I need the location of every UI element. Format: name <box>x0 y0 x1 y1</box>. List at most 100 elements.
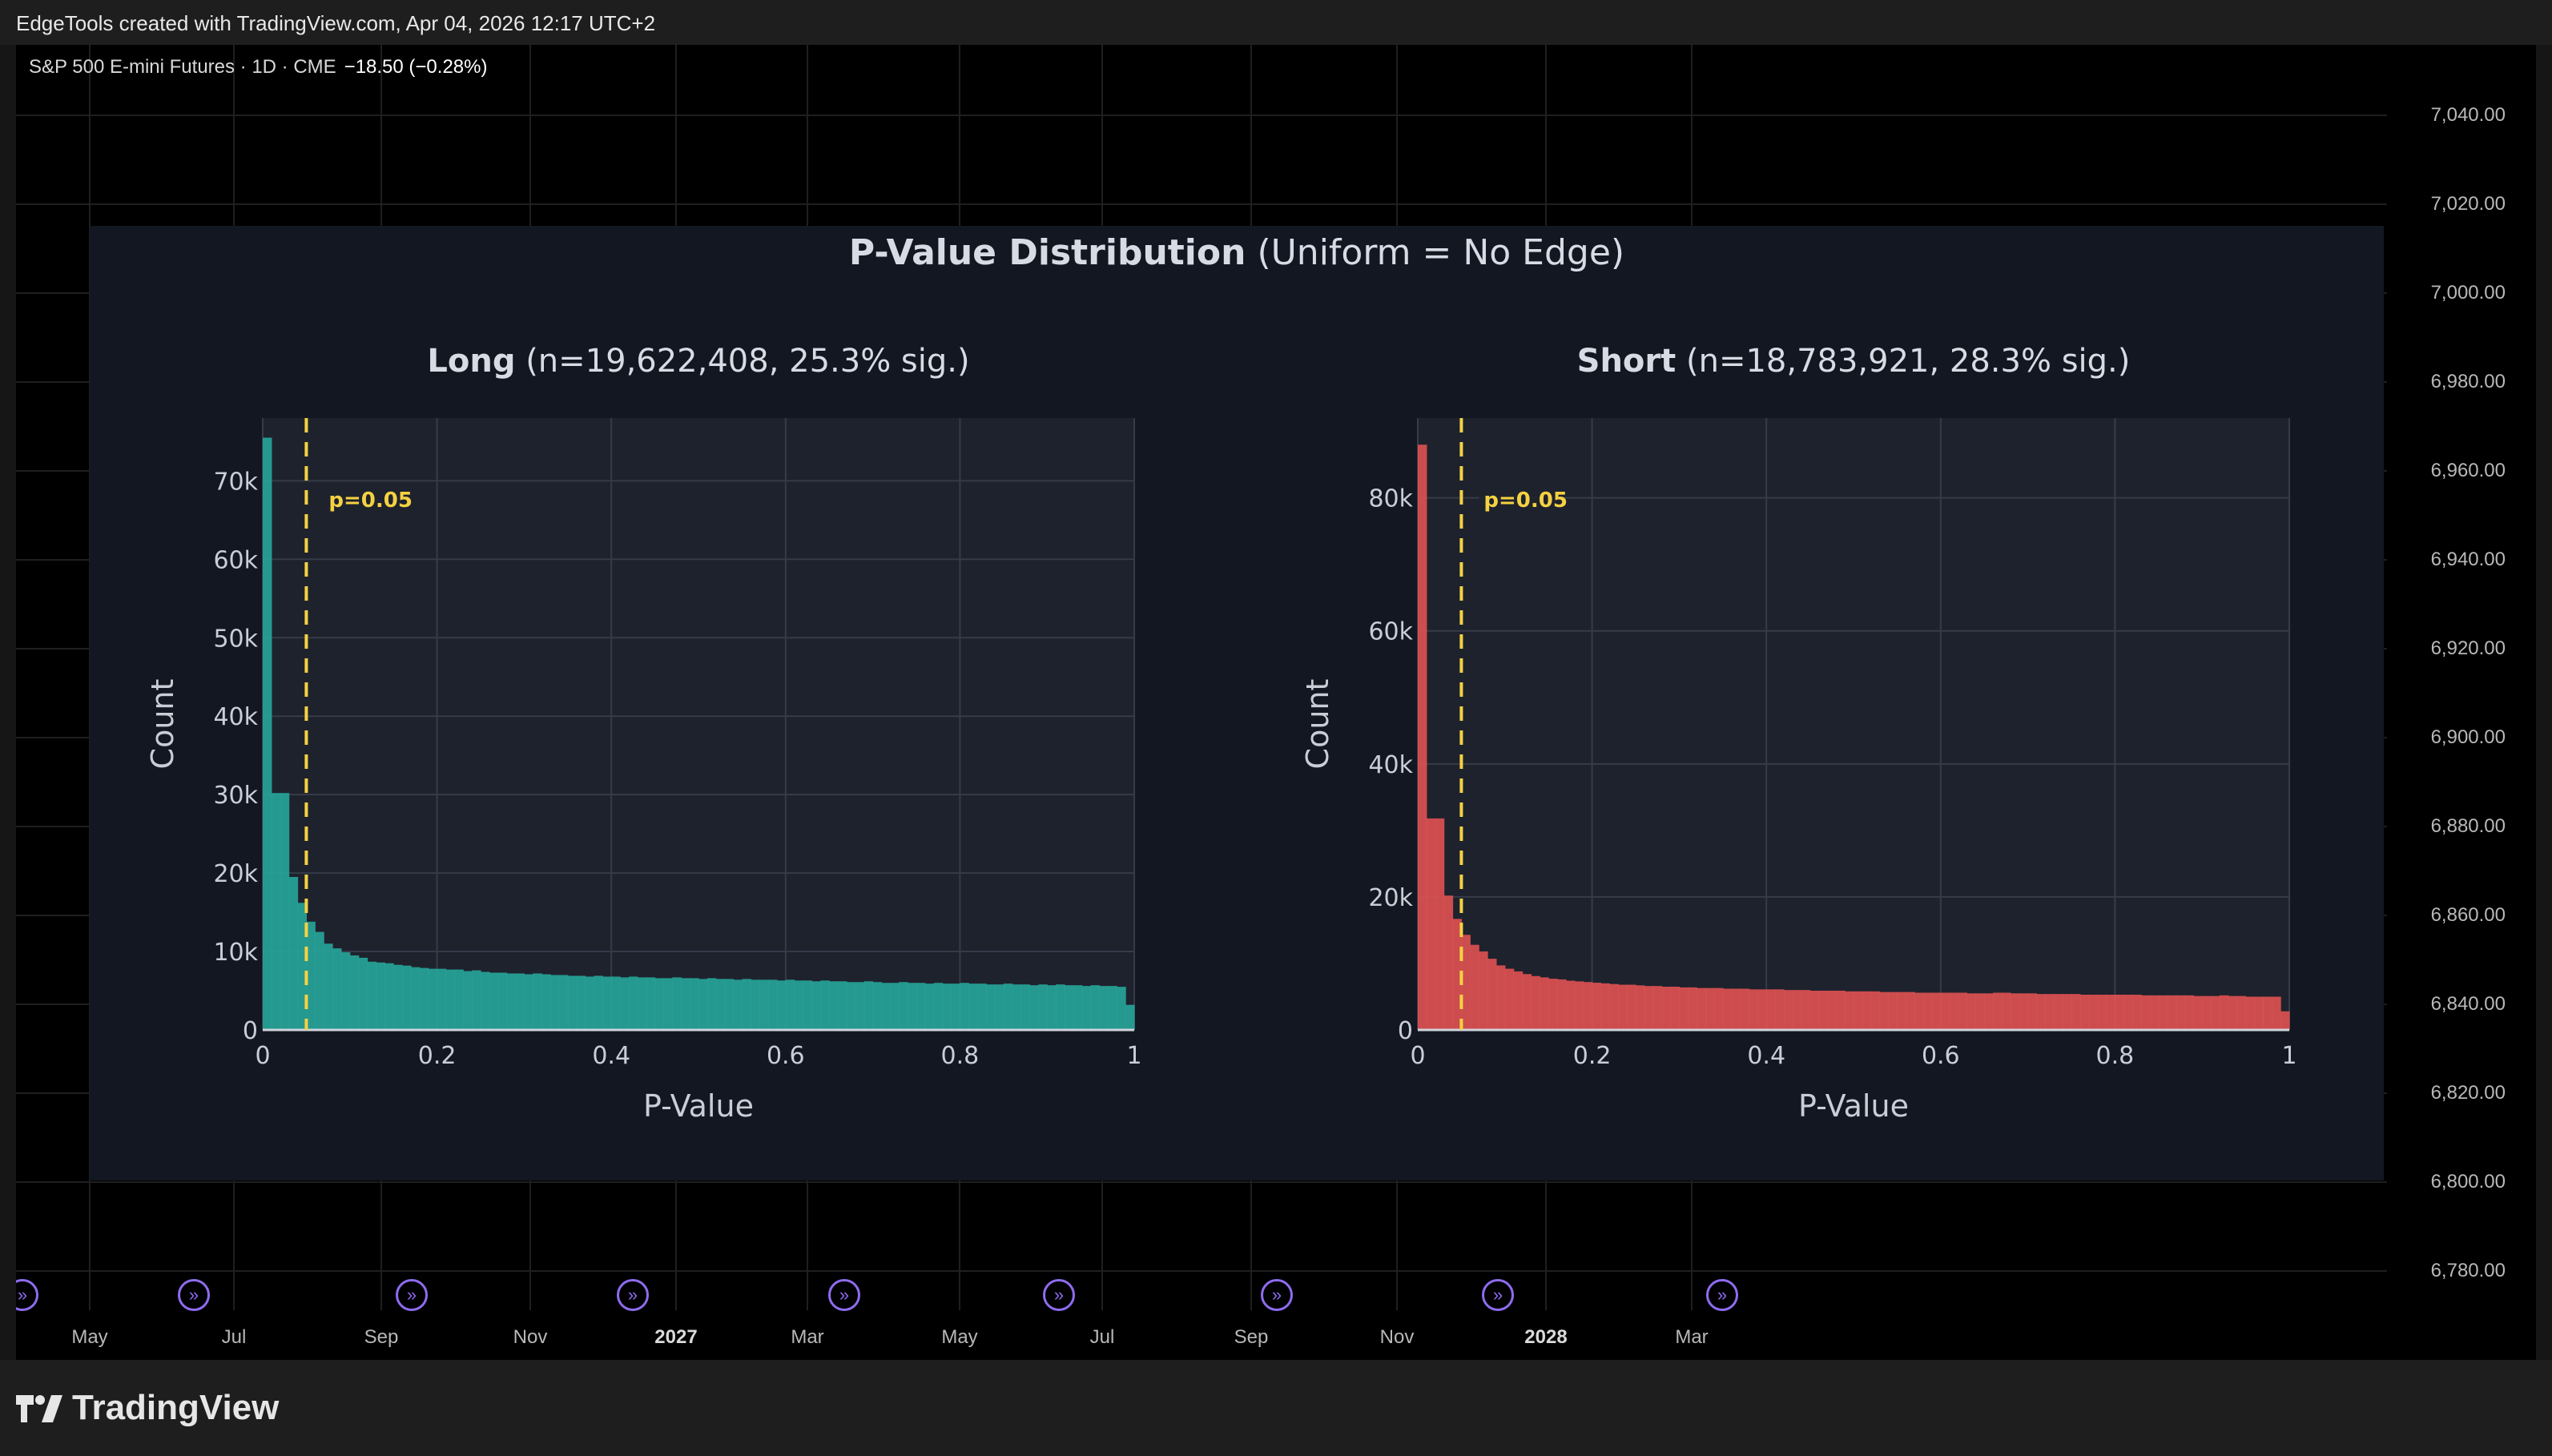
time-axis-label: Sep <box>1234 1326 1269 1348</box>
histogram-bar <box>803 980 813 1030</box>
histogram-bar <box>1914 992 1924 1030</box>
dividend-event-icon[interactable]: » <box>396 1279 428 1311</box>
histogram-bar <box>1801 990 1811 1030</box>
histogram-bar <box>602 976 612 1030</box>
histogram-bar <box>1783 990 1793 1030</box>
histogram-bar <box>611 976 621 1030</box>
histogram-bar <box>654 978 665 1030</box>
histogram-bar <box>472 970 481 1030</box>
histogram-bar <box>2149 995 2160 1030</box>
histogram-bar <box>1906 991 1915 1030</box>
histogram-bar <box>2132 994 2142 1030</box>
histogram-bar <box>1452 919 1462 1030</box>
histogram-bar <box>594 975 603 1030</box>
brand-label: TradingView <box>72 1388 280 1427</box>
dividend-event-icon[interactable]: » <box>828 1279 860 1311</box>
histogram-bar <box>349 955 360 1030</box>
price-axis-label: 6,800.00 <box>2430 1171 2506 1193</box>
histogram-bar <box>2176 995 2186 1030</box>
threshold-label: p=0.05 <box>1483 489 1568 513</box>
time-axis-label: Sep <box>364 1326 399 1348</box>
y-tick-label: 0 <box>243 1017 258 1045</box>
footer-bar: TradingView <box>0 1360 2552 1456</box>
x-tick-label: 0.8 <box>2096 1042 2135 1070</box>
time-axis-label: Jul <box>221 1326 247 1348</box>
pvalue-figure-svg: P-Value Distribution (Uniform = No Edge)… <box>145 232 2297 1124</box>
histogram-bar <box>1435 818 1445 1030</box>
dividend-event-icon[interactable]: » <box>1482 1279 1514 1311</box>
dividend-event-icon[interactable]: » <box>1706 1279 1738 1311</box>
histogram-bar <box>1540 977 1549 1030</box>
symbol-name: S&P 500 E-mini Futures · 1D · CME <box>29 56 336 78</box>
histogram-bar <box>646 977 656 1030</box>
histogram-bar <box>1443 895 1454 1030</box>
histogram-bar <box>1003 983 1013 1030</box>
histogram-bar <box>1818 991 1828 1030</box>
histogram-bar <box>2219 995 2229 1030</box>
histogram-bar <box>1740 988 1750 1030</box>
histogram-bar <box>977 983 987 1030</box>
subplot-title: Short (n=18,783,921, 28.3% sig.) <box>1577 343 2131 380</box>
dividend-event-icon[interactable]: » <box>1043 1279 1075 1311</box>
histogram-bar <box>428 968 438 1030</box>
histogram-bar <box>1879 991 1890 1030</box>
dividend-event-icon[interactable]: » <box>178 1279 210 1311</box>
x-tick-label: 0.4 <box>592 1042 630 1070</box>
histogram-bar <box>1862 991 1872 1030</box>
histogram-bar <box>1557 979 1567 1030</box>
histogram-bar <box>933 983 944 1030</box>
histogram-bar <box>681 978 690 1030</box>
histogram-bar <box>794 980 804 1030</box>
histogram-bar <box>2211 995 2220 1030</box>
histogram-bar <box>1888 991 1898 1030</box>
histogram-bar <box>481 971 490 1030</box>
histogram-bar <box>506 973 517 1030</box>
histogram-bar <box>1984 993 1994 1030</box>
dividend-event-icon[interactable]: » <box>16 1279 38 1311</box>
histogram-bar <box>1644 986 1654 1030</box>
price-axis-label: 6,900.00 <box>2430 726 2506 748</box>
dividend-event-icon[interactable]: » <box>617 1279 649 1311</box>
price-axis-label: 6,920.00 <box>2430 638 2506 659</box>
histogram-bar <box>855 982 865 1030</box>
x-tick-label: 0.2 <box>1573 1042 1612 1070</box>
pvalue-figure: P-Value Distribution (Uniform = No Edge)… <box>90 226 2384 1180</box>
histogram-bar <box>2045 994 2055 1030</box>
histogram-bar <box>2001 992 2011 1030</box>
histogram-bar <box>733 979 743 1030</box>
price-axis-label: 6,960.00 <box>2430 460 2506 481</box>
histogram-bar <box>1713 987 1724 1030</box>
histogram-bar <box>410 967 421 1030</box>
histogram-bar <box>672 977 682 1030</box>
histogram-bar <box>1479 951 1488 1030</box>
threshold-label-bg <box>324 487 408 514</box>
symbol-legend[interactable]: S&P 500 E-mini Futures · 1D · CME −18.50 … <box>29 56 487 78</box>
tradingview-brand[interactable]: TradingView <box>16 1388 279 1428</box>
histogram-bar <box>2202 995 2212 1030</box>
price-axis-label: 6,860.00 <box>2430 904 2506 926</box>
histogram-bar <box>2141 995 2151 1030</box>
histogram-bar <box>811 981 821 1030</box>
histogram-bar <box>1461 935 1471 1030</box>
histogram-bar <box>994 984 1004 1030</box>
x-tick-label: 0.4 <box>1747 1042 1785 1070</box>
histogram-bar <box>924 983 935 1030</box>
plot-background <box>1418 418 2289 1030</box>
histogram-bar <box>829 981 839 1030</box>
histogram-bar <box>384 963 394 1030</box>
y-tick-label: 80k <box>1368 485 1413 513</box>
histogram-bar <box>776 980 787 1030</box>
histogram-bar <box>1836 991 1846 1030</box>
histogram-bar <box>785 979 795 1030</box>
histogram-bar <box>1047 985 1057 1030</box>
histogram-bar <box>2097 994 2107 1030</box>
dividend-event-icon[interactable]: » <box>1261 1279 1293 1311</box>
histogram-bar <box>1495 965 1506 1030</box>
histogram-bar <box>567 975 578 1030</box>
histogram-bar <box>454 969 464 1030</box>
histogram-short: Short (n=18,783,921, 28.3% sig.)p=0.050 0… <box>1300 343 2297 1124</box>
histogram-bar <box>1583 982 1593 1030</box>
histogram-bar <box>628 976 638 1030</box>
plot-background <box>263 418 1134 1030</box>
histogram-bar <box>332 948 342 1030</box>
